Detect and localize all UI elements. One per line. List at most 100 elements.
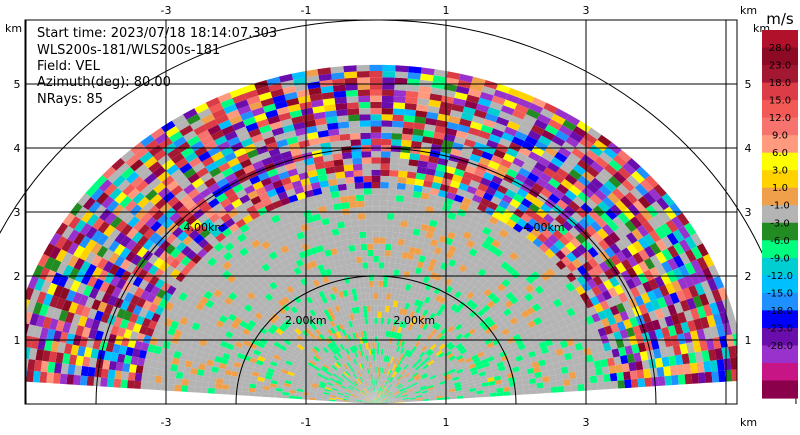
velocity-bin — [417, 235, 426, 244]
velocity-bin — [452, 376, 460, 381]
velocity-bin — [446, 293, 454, 301]
velocity-bin — [510, 361, 519, 368]
velocity-bin — [401, 392, 408, 396]
velocity-bin — [520, 213, 532, 223]
velocity-bin — [376, 397, 378, 404]
velocity-bin — [437, 254, 446, 263]
velocity-bin — [383, 262, 390, 269]
velocity-bin — [376, 402, 383, 404]
velocity-bin — [486, 300, 496, 309]
velocity-bin — [492, 287, 502, 296]
velocity-bin — [428, 390, 436, 394]
velocity-bin — [393, 380, 399, 386]
velocity-bin — [617, 149, 632, 163]
velocity-bin — [305, 163, 317, 172]
velocity-bin — [426, 290, 434, 299]
velocity-bin — [373, 280, 379, 287]
velocity-bin — [426, 384, 434, 389]
velocity-bin — [513, 370, 522, 377]
velocity-bin — [404, 322, 411, 330]
velocity-bin — [425, 168, 436, 176]
velocity-bin — [481, 263, 491, 272]
velocity-bin — [382, 399, 389, 403]
velocity-bin — [491, 225, 503, 235]
velocity-bin — [363, 362, 367, 369]
velocity-bin — [510, 390, 518, 396]
velocity-bin — [379, 393, 384, 399]
velocity-bin — [300, 107, 314, 116]
velocity-bin — [496, 391, 504, 397]
velocity-bin — [404, 264, 412, 272]
velocity-bin — [395, 366, 401, 373]
velocity-bin — [572, 320, 583, 330]
velocity-bin — [442, 256, 451, 265]
velocity-bin — [475, 223, 486, 232]
velocity-bin — [396, 359, 401, 366]
velocity-bin — [603, 163, 618, 176]
velocity-bin — [658, 210, 672, 223]
velocity-bin — [349, 251, 356, 258]
velocity-bin — [509, 385, 517, 392]
velocity-bin — [546, 363, 555, 371]
velocity-bin — [421, 392, 429, 395]
velocity-bin — [536, 322, 546, 331]
velocity-bin — [344, 170, 354, 178]
velocity-bin — [493, 89, 508, 100]
velocity-bin — [340, 296, 346, 304]
velocity-bin — [385, 330, 389, 337]
velocity-bin — [583, 132, 598, 145]
velocity-bin — [449, 371, 458, 376]
velocity-bin — [368, 268, 374, 275]
velocity-bin — [376, 400, 382, 404]
velocity-bin — [406, 365, 412, 372]
velocity-bin — [444, 165, 456, 175]
velocity-bin — [366, 330, 370, 337]
velocity-bin — [357, 300, 363, 307]
velocity-bin — [336, 221, 345, 229]
velocity-bin — [393, 372, 399, 379]
velocity-bin — [372, 219, 380, 226]
velocity-bin — [563, 205, 576, 217]
velocity-bin — [412, 355, 419, 362]
velocity-bin — [384, 390, 390, 396]
velocity-bin — [509, 296, 519, 305]
velocity-bin — [386, 362, 390, 369]
velocity-bin — [358, 108, 371, 115]
velocity-bin — [495, 83, 511, 94]
axis-unit-label: km — [740, 416, 757, 429]
velocity-bin — [405, 385, 412, 390]
velocity-bin — [368, 367, 371, 374]
velocity-bin — [397, 353, 402, 360]
velocity-bin — [511, 237, 522, 247]
velocity-bin — [389, 401, 397, 403]
velocity-bin — [509, 213, 521, 224]
velocity-bin — [394, 394, 402, 398]
velocity-bin — [322, 192, 332, 200]
velocity-bin — [377, 379, 380, 386]
velocity-bin — [353, 170, 363, 177]
velocity-bin — [462, 388, 470, 393]
velocity-bin — [182, 372, 190, 380]
velocity-bin — [365, 225, 373, 232]
velocity-bin — [221, 389, 229, 395]
velocity-bin — [429, 93, 443, 102]
velocity-bin — [392, 114, 404, 122]
velocity-bin — [388, 362, 392, 370]
colorbar-tick-label: -28.0 — [767, 341, 793, 352]
velocity-bin — [556, 379, 564, 387]
velocity-bin — [378, 348, 382, 355]
velocity-bin — [509, 198, 521, 209]
velocity-bin — [393, 219, 401, 227]
velocity-bin — [643, 245, 656, 258]
velocity-bin — [531, 97, 547, 109]
velocity-bin — [478, 285, 488, 294]
velocity-bin — [390, 378, 396, 384]
velocity-bin — [339, 316, 345, 324]
velocity-bin — [560, 245, 572, 256]
velocity-bin — [457, 326, 466, 334]
velocity-bin — [386, 213, 395, 220]
velocity-bin — [380, 354, 383, 362]
velocity-bin — [469, 82, 484, 92]
velocity-bin — [375, 397, 376, 404]
velocity-bin — [408, 159, 419, 167]
